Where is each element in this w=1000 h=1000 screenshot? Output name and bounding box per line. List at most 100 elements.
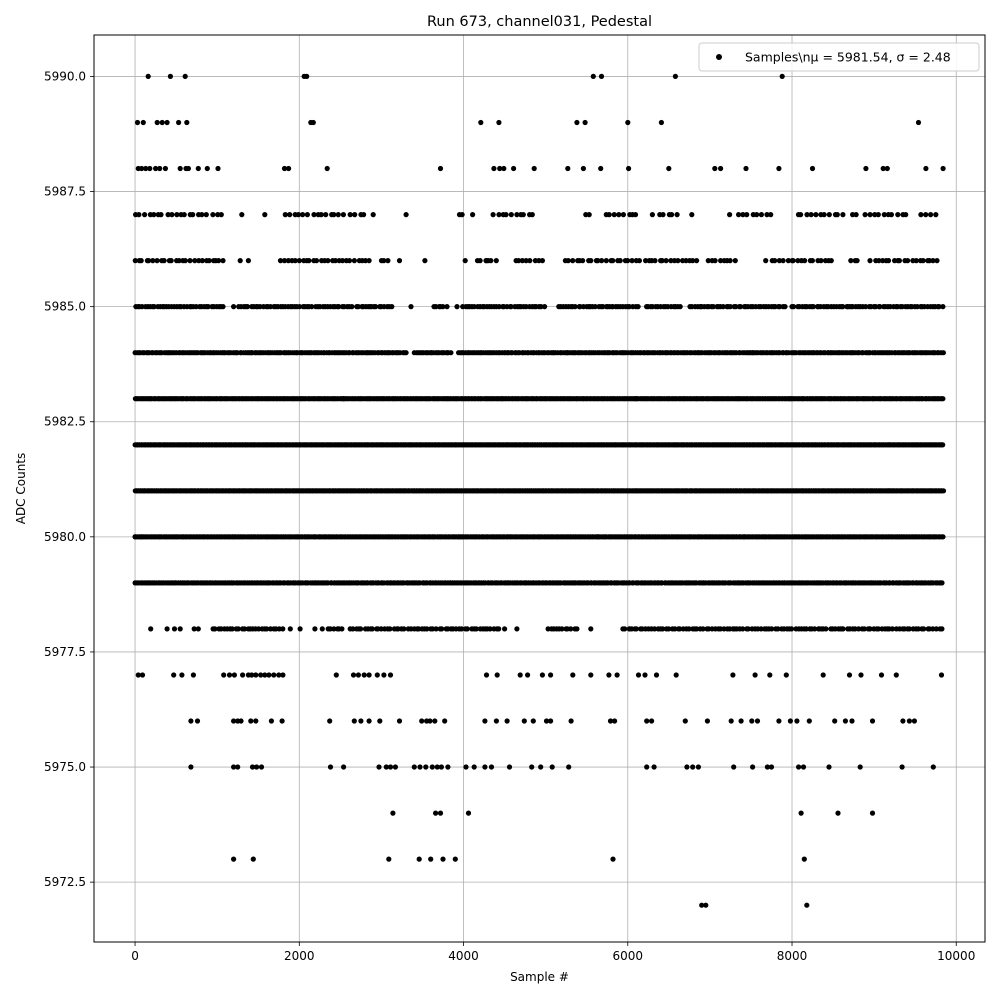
data-point: [339, 626, 345, 632]
data-point: [285, 258, 291, 264]
data-point: [690, 764, 696, 770]
data-point: [355, 304, 361, 310]
data-point: [327, 718, 333, 724]
data-point: [727, 304, 733, 310]
data-point: [913, 258, 919, 264]
chart-title: Run 673, channel031, Pedestal: [427, 14, 652, 30]
data-point: [503, 212, 509, 218]
data-point: [389, 304, 395, 310]
data-point: [358, 718, 364, 724]
data-point: [527, 258, 533, 264]
data-point: [148, 626, 154, 632]
data-point: [633, 396, 639, 402]
data-point: [417, 764, 423, 770]
data-point: [240, 672, 246, 678]
data-point: [465, 810, 472, 816]
data-point: [651, 764, 657, 770]
data-point: [327, 764, 334, 770]
x-axis-ticks: 0 2000 4000 6000 8000 10000: [131, 942, 975, 963]
data-point: [169, 212, 175, 218]
data-point: [875, 212, 881, 218]
data-point: [361, 672, 367, 678]
data-point: [351, 718, 357, 724]
data-point: [570, 258, 576, 264]
data-point: [488, 258, 494, 264]
data-point: [795, 258, 801, 264]
data-point: [876, 258, 882, 264]
data-point: [310, 119, 316, 126]
data-point: [496, 212, 502, 218]
y-tick-label: 5980.0: [44, 530, 86, 544]
data-point: [154, 258, 160, 264]
data-point: [313, 258, 320, 264]
data-point: [488, 764, 495, 770]
data-point: [496, 304, 502, 310]
data-point: [196, 258, 202, 264]
data-point: [154, 119, 160, 126]
data-point: [366, 672, 372, 678]
data-point: [199, 212, 205, 218]
data-point: [636, 258, 643, 264]
data-point: [666, 165, 672, 172]
data-point: [258, 764, 265, 770]
data-point: [176, 258, 182, 264]
data-point: [918, 212, 924, 218]
data-point: [632, 212, 639, 218]
data-point: [767, 672, 773, 678]
data-point: [828, 350, 834, 356]
data-point: [940, 396, 946, 402]
data-point: [752, 672, 758, 678]
data-point: [244, 304, 251, 310]
y-tick-label: 5972.5: [44, 875, 86, 889]
data-point: [514, 626, 520, 632]
data-point: [611, 212, 617, 218]
data-point: [477, 258, 483, 264]
data-point: [940, 488, 947, 494]
data-point: [940, 534, 946, 540]
data-point: [649, 212, 656, 218]
data-point: [280, 626, 286, 632]
data-point: [622, 626, 628, 632]
data-point: [182, 258, 188, 264]
data-point: [179, 672, 185, 678]
data-point: [568, 718, 574, 724]
data-point: [508, 304, 514, 310]
data-point: [381, 258, 387, 264]
data-point: [493, 258, 499, 264]
data-point: [683, 258, 689, 264]
data-point: [673, 672, 679, 678]
data-point: [365, 304, 371, 310]
data-point: [899, 764, 905, 770]
data-point: [464, 626, 470, 632]
data-point: [652, 258, 658, 264]
data-point: [689, 212, 695, 218]
data-point: [878, 672, 885, 678]
data-point: [151, 304, 157, 310]
data-point: [802, 258, 808, 264]
y-axis-ticks: 5972.55975.05977.55980.05982.55985.05987…: [44, 69, 94, 889]
data-point: [491, 165, 497, 172]
data-point: [853, 212, 859, 218]
data-point: [668, 258, 674, 264]
data-point: [610, 258, 616, 264]
data-point: [459, 212, 465, 218]
data-point: [846, 304, 853, 310]
data-point: [548, 718, 554, 724]
data-point: [287, 212, 293, 218]
data-point: [854, 258, 860, 264]
data-point: [539, 258, 546, 264]
data-point: [893, 672, 899, 678]
data-point: [203, 212, 209, 218]
data-point: [872, 212, 878, 218]
data-point: [295, 212, 301, 218]
data-point: [763, 258, 769, 264]
data-point: [727, 212, 733, 218]
data-point: [331, 212, 337, 218]
data-point: [341, 396, 347, 402]
data-point: [794, 718, 800, 724]
data-point: [437, 810, 444, 816]
data-point: [161, 258, 167, 264]
data-point: [730, 672, 736, 678]
data-point: [387, 672, 394, 678]
data-point: [432, 718, 438, 724]
